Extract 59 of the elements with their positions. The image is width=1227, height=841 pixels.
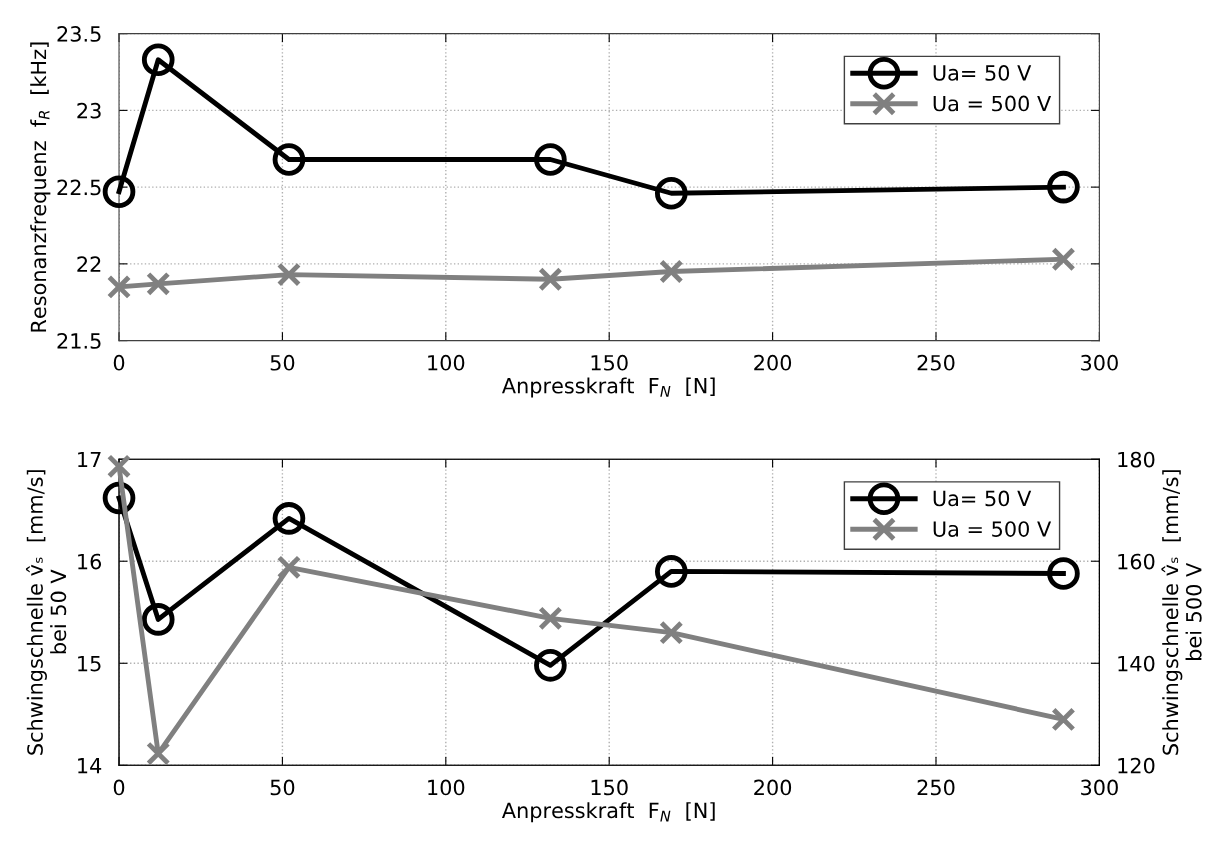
point (146, 271, 171, 296)
point (276, 555, 302, 580)
y2-axis-title: Schwingschnelle v̂ₛ [mm/s] bei 500 V (1161, 470, 1202, 755)
x-tick-label: 50 (270, 779, 295, 796)
x-tick-label: 250 (917, 779, 955, 796)
point (1051, 247, 1076, 272)
legend-label: Ua= 50 V (933, 490, 1032, 507)
y-tick-label: 23.5 (57, 26, 101, 42)
x-tick-label: 150 (591, 779, 628, 796)
point (141, 603, 175, 636)
y-tick-label: 21.5 (57, 333, 101, 349)
legend-label: Ua = 500 V (933, 95, 1052, 112)
y-tick-label: 23 (77, 102, 101, 119)
y2-tick-label: 160 (1118, 553, 1155, 570)
x-tick-label: 300 (1081, 354, 1118, 371)
y2-tick-label: 120 (1118, 757, 1155, 774)
point (538, 267, 563, 292)
point (272, 502, 306, 535)
y-axis-title: Resonanzfrequenz f$_{R}$ [kHz] (30, 42, 51, 332)
point (1047, 557, 1080, 590)
x-tick-label: 0 (113, 354, 125, 371)
x-tick-label: 300 (1081, 779, 1118, 796)
point (106, 274, 132, 300)
point (659, 620, 684, 645)
point (141, 43, 175, 77)
point (534, 648, 567, 682)
point (534, 143, 567, 176)
x-axis-title: Anpresskraft F$_{N}$ [N] (501, 802, 715, 823)
y-tick-label: 22 (77, 256, 101, 272)
legend-label: Ua = 500 V (933, 521, 1052, 537)
x-axis-title: Anpresskraft F$_{N}$ [N] (501, 377, 715, 398)
x-tick-label: 200 (754, 354, 792, 371)
x-tick-label: 100 (428, 354, 465, 371)
point (106, 454, 132, 479)
x-tick-label: 150 (591, 354, 628, 371)
y2-tick-label: 180 (1118, 451, 1155, 468)
point (538, 606, 563, 631)
y-axis-title: Schwingschnelle v̂ₛ [mm/s] bei 50 V (25, 470, 67, 755)
point (146, 741, 171, 766)
y-tick-label: 16 (78, 553, 102, 570)
x-tick-label: 100 (428, 779, 465, 796)
point (659, 259, 684, 284)
point (654, 555, 688, 588)
point (1047, 170, 1080, 204)
y-tick-label: 17 (78, 451, 101, 468)
point (272, 143, 306, 176)
y-tick-label: 22.5 (57, 179, 101, 196)
x-tick-label: 0 (113, 779, 125, 796)
point (102, 175, 136, 209)
point (1051, 707, 1076, 732)
y-tick-label: 14 (78, 758, 102, 774)
legend-label: Ua= 50 V (933, 65, 1032, 81)
y-tick-label: 15 (78, 655, 101, 672)
x-tick-label: 250 (917, 354, 955, 371)
y2-tick-label: 140 (1118, 655, 1155, 672)
x-tick-label: 50 (270, 354, 295, 371)
x-tick-label: 200 (754, 779, 792, 796)
point (654, 176, 688, 210)
point (276, 262, 302, 287)
